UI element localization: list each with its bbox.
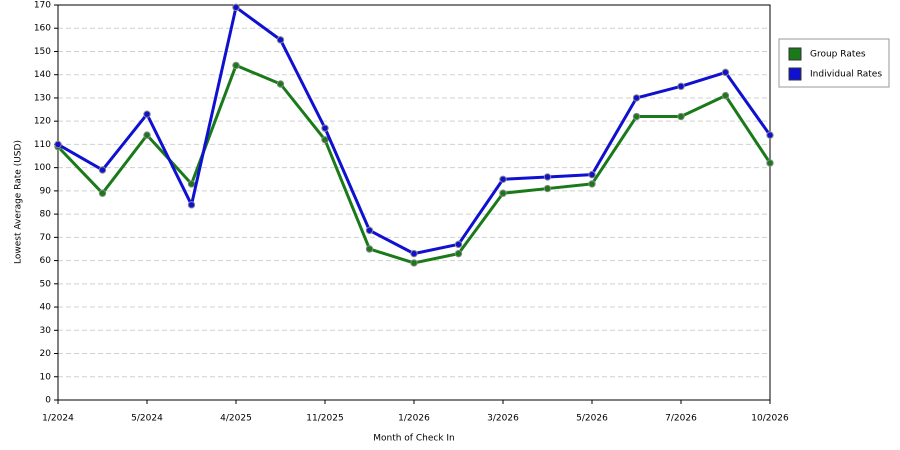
point bbox=[365, 245, 374, 253]
point bbox=[232, 61, 240, 70]
point bbox=[321, 136, 329, 144]
y-tick-label: 90 bbox=[40, 186, 52, 196]
x-tick-label: 1/2026 bbox=[398, 414, 430, 424]
y-tick-label: 110 bbox=[34, 140, 51, 150]
point bbox=[365, 226, 374, 235]
y-tick-label: 30 bbox=[40, 326, 52, 336]
point bbox=[677, 112, 685, 121]
point bbox=[721, 91, 730, 100]
y-tick-label: 100 bbox=[34, 163, 51, 173]
y-tick-label: 80 bbox=[40, 210, 52, 220]
point bbox=[454, 240, 463, 249]
point bbox=[321, 124, 329, 132]
point bbox=[454, 249, 463, 258]
point bbox=[410, 249, 418, 258]
x-tick-label: 1/2024 bbox=[42, 414, 74, 424]
legend-label: Group Rates bbox=[810, 50, 866, 60]
line-series bbox=[56, 63, 772, 265]
legend-label: Individual Rates bbox=[810, 70, 882, 80]
point bbox=[232, 3, 240, 12]
point bbox=[54, 140, 62, 149]
y-tick-label: 170 bbox=[34, 1, 51, 11]
point bbox=[677, 82, 685, 91]
x-tick-label: 3/2026 bbox=[487, 414, 519, 424]
y-tick-label: 20 bbox=[40, 349, 52, 359]
y-tick-label: 160 bbox=[34, 24, 51, 34]
y-tick-label: 10 bbox=[40, 372, 52, 382]
point bbox=[143, 110, 151, 118]
y-tick-label: 120 bbox=[34, 117, 51, 127]
point bbox=[499, 189, 507, 197]
y-tick-label: 150 bbox=[34, 47, 51, 57]
point bbox=[766, 131, 774, 139]
y-tick-label: 140 bbox=[34, 70, 51, 80]
x-tick-label: 7/2026 bbox=[665, 414, 697, 424]
x-axis-label: Month of Check In bbox=[373, 434, 455, 444]
x-tick-label: 4/2025 bbox=[220, 414, 252, 424]
y-axis-label: Lowest Average Rate (USD) bbox=[14, 140, 24, 264]
point bbox=[721, 68, 730, 77]
point bbox=[632, 112, 641, 121]
plot-frame bbox=[57, 4, 771, 401]
point bbox=[543, 173, 552, 181]
point bbox=[143, 131, 151, 139]
x-tick-label: 5/2024 bbox=[131, 414, 163, 424]
point bbox=[276, 36, 285, 44]
point bbox=[543, 184, 552, 193]
point bbox=[98, 189, 107, 197]
x-tick-label: 11/2025 bbox=[306, 414, 343, 424]
point bbox=[187, 180, 196, 188]
x-tick-label: 10/2026 bbox=[751, 414, 789, 424]
line-series bbox=[57, 5, 772, 256]
legend-swatch bbox=[788, 47, 802, 61]
y-tick-label: 60 bbox=[40, 256, 52, 266]
y-tick-label: 40 bbox=[40, 303, 52, 313]
y-tick-label: 70 bbox=[40, 233, 52, 243]
point bbox=[410, 259, 418, 267]
point bbox=[187, 201, 196, 209]
point bbox=[276, 80, 285, 88]
legend-swatch bbox=[788, 67, 802, 81]
point bbox=[98, 166, 107, 174]
y-tick-label: 50 bbox=[40, 279, 52, 289]
y-tick-label: 0 bbox=[45, 396, 51, 406]
point bbox=[499, 175, 507, 183]
x-tick-label: 5/2026 bbox=[576, 414, 608, 424]
point bbox=[766, 159, 774, 167]
y-tick-label: 130 bbox=[34, 93, 51, 103]
point bbox=[588, 180, 596, 188]
point bbox=[588, 170, 596, 179]
point bbox=[632, 94, 641, 102]
